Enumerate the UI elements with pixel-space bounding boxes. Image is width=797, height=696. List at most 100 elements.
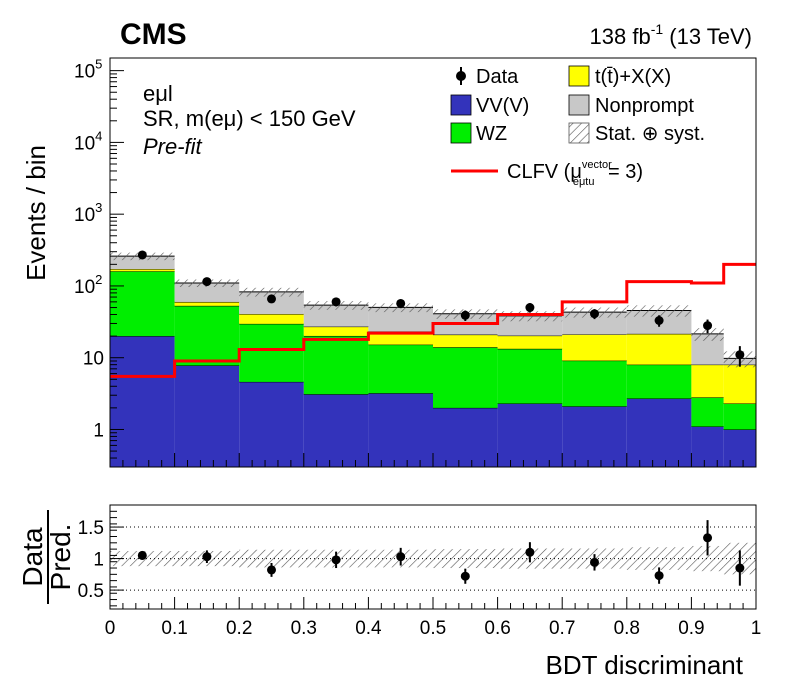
ratio-point-5	[460, 571, 470, 581]
stack-bar-wz-3	[303, 335, 369, 395]
unc-bar-2	[239, 287, 304, 297]
ratio-point-1	[202, 552, 212, 562]
main-y-axis: 1 10 102 103 104 105	[74, 57, 124, 468]
main-y-tick-label-2: 102	[74, 272, 102, 298]
data-point-5	[460, 310, 470, 320]
x-tick-label-5: 0.5	[420, 618, 446, 639]
stack-bar-ttx-2	[239, 314, 304, 324]
data-point-0	[137, 250, 147, 260]
stack-bar-wz-2	[239, 323, 304, 382]
data-point-9	[703, 321, 713, 331]
stack-bar-ttx-9	[691, 364, 724, 398]
ratio-y-label: Data Pred.	[17, 510, 76, 604]
stack-bar-wz-0	[110, 271, 175, 337]
data-point-4	[396, 298, 406, 308]
stack-bar-wz-10	[723, 403, 756, 430]
stack-bar-wz-5	[433, 347, 498, 408]
ratio-points	[137, 520, 745, 586]
stack-bar-vvv-7	[562, 406, 627, 467]
legend-vvv: VV(V)	[450, 94, 529, 117]
legend-wz-label: WZ	[476, 123, 507, 145]
legend-vvv-label: VV(V)	[476, 95, 529, 117]
stack-bar-vvv-6	[497, 403, 563, 467]
data-point-8	[654, 315, 664, 325]
stack-bar-vvv-10	[723, 429, 756, 467]
x-axis-label: BDT discriminant	[546, 650, 744, 680]
stack-bar-ttx-7	[562, 334, 627, 361]
ratio-y-label-bottom: Pred.	[45, 524, 76, 591]
x-tick-label-6: 0.6	[484, 618, 510, 639]
legend-unc: Stat. ⊕ syst.	[568, 122, 705, 145]
stack-bar-ttx-5	[433, 334, 498, 348]
ratio-point-3	[331, 555, 341, 565]
cms-label: CMS	[120, 18, 187, 51]
x-tick-label-10: 1	[751, 618, 762, 639]
legend-data: Data	[456, 66, 519, 88]
x-tick-label-0: 0	[105, 618, 116, 639]
ratio-point-8	[654, 571, 664, 581]
stack-bar-vvv-4	[368, 393, 433, 467]
ratio-y-label-top: Data	[17, 527, 48, 587]
legend-data-label: Data	[476, 66, 519, 88]
stack-bar-ttx-8	[626, 333, 692, 365]
x-tick-label-8: 0.8	[614, 618, 640, 639]
stack-bar-ttx-0	[110, 269, 175, 272]
main-y-tick-label-4: 104	[74, 128, 102, 154]
stage-label: Pre-fit	[143, 134, 203, 159]
ratio-unc-bar-2	[239, 549, 304, 568]
ratio-point-6	[525, 547, 535, 557]
ratio-x-axis: 0 0.1 0.2 0.3 0.4 0.5 0.6 0.7 0.8 0.9 1	[105, 597, 762, 639]
main-x-ticks	[109, 453, 757, 467]
ratio-point-4	[396, 552, 406, 562]
signal-line	[110, 262, 756, 378]
stack-bar-ttx-10	[723, 364, 756, 404]
data-point-10	[735, 350, 745, 360]
x-tick-label-2: 0.2	[226, 618, 252, 639]
unc-bar-6	[497, 311, 563, 322]
legend-ttx: t(t̄)+X(X)	[568, 65, 671, 88]
ratio-y-axis: 0.5 1 1.5	[78, 510, 124, 607]
legend-wz: WZ	[450, 122, 507, 145]
data-point-2	[267, 294, 276, 304]
stack-bar-vvv-9	[691, 426, 724, 467]
stack-bar-ttx-3	[303, 326, 369, 336]
stack-bar-ttx-6	[497, 335, 563, 349]
stack-bar-vvv-5	[433, 407, 498, 467]
ratio-unc-bar-5	[433, 549, 498, 569]
stack-bar-wz-1	[174, 305, 240, 366]
stack-bar-ttx-1	[174, 301, 240, 306]
region-label: SR, m(eμ) < 150 GeV	[143, 106, 356, 131]
legend-unc-label: Stat. ⊕ syst.	[595, 123, 705, 145]
legend-unc-swatch	[568, 122, 590, 144]
ratio-panel: 0.5 1 1.5 0 0.1 0.2 0.3 0.4 0.5 0.6 0.7 0.8 0.9 1	[78, 504, 762, 639]
x-tick-label-3: 0.3	[291, 618, 317, 639]
stack-bar-wz-6	[497, 348, 563, 404]
main-y-tick-label-0: 1	[93, 420, 104, 441]
stack-bar-wz-7	[562, 360, 627, 407]
ratio-unc-bar-8	[626, 547, 692, 570]
data-point-1	[202, 277, 212, 287]
stack-bar-nonprompt-3	[303, 305, 369, 327]
main-y-tick-label-3: 103	[74, 200, 102, 226]
main-y-tick-label-1: 10	[83, 349, 104, 370]
ratio-y-tick-label-1: 1	[93, 550, 104, 571]
ratio-point-10	[735, 563, 745, 573]
data-point-3	[331, 297, 341, 307]
legend: Data VV(V) WZ t(t̄)+X(X) Nonprompt Stat.…	[450, 65, 705, 188]
stack-bar-wz-9	[691, 397, 724, 427]
x-tick-label-9: 0.9	[678, 618, 704, 639]
main-y-label: Events / bin	[21, 145, 51, 281]
legend-signal-label: CLFV (μvector eμtu = 3)	[507, 159, 643, 188]
stack-bar-nonprompt-7	[562, 312, 627, 335]
legend-nonprompt-swatch	[568, 94, 590, 116]
stack-bar-vvv-3	[303, 394, 369, 467]
legend-nonprompt: Nonprompt	[568, 94, 694, 117]
main-panel: 1 10 102 103 104 105	[74, 57, 757, 468]
legend-ttx-swatch	[568, 65, 590, 87]
data-point-7	[590, 309, 599, 319]
stack-bar-vvv-8	[626, 398, 692, 467]
ratio-point-0	[137, 550, 147, 560]
channel-label: eμl	[143, 81, 173, 106]
legend-wz-swatch	[450, 122, 472, 144]
